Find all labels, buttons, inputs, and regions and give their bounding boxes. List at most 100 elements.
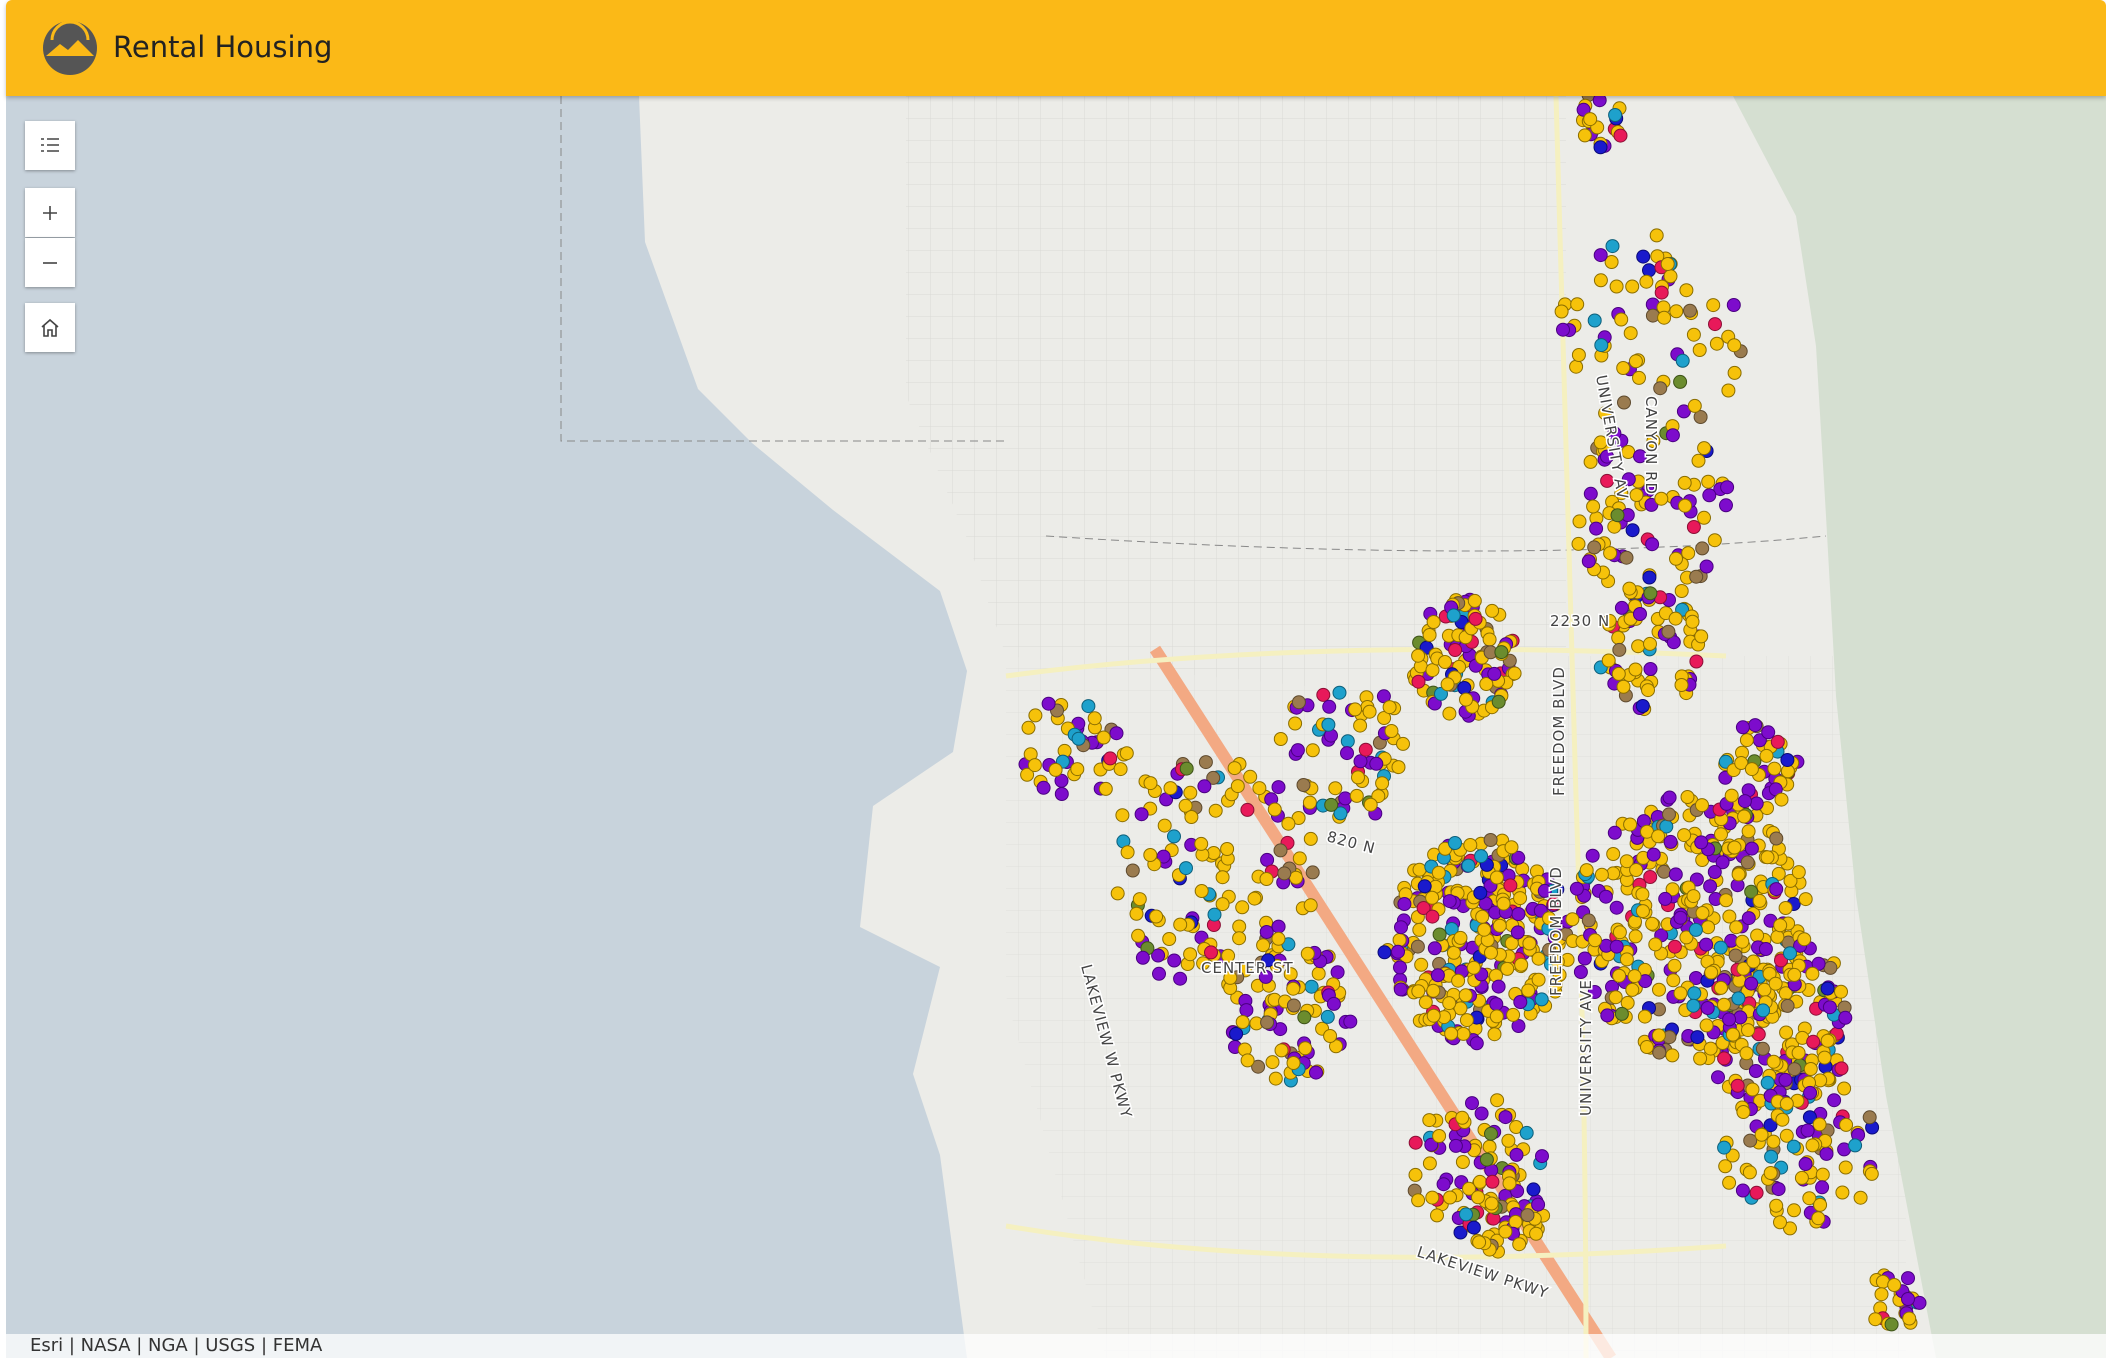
rental-point[interactable] — [1611, 630, 1626, 645]
rental-point[interactable] — [1323, 1029, 1338, 1043]
rental-point[interactable] — [1048, 762, 1063, 777]
rental-point[interactable] — [1511, 907, 1526, 921]
rental-point[interactable] — [1760, 850, 1775, 865]
rental-point[interactable] — [1377, 945, 1392, 960]
rental-point[interactable] — [1430, 1208, 1444, 1223]
rental-point[interactable] — [1251, 1059, 1266, 1074]
rental-point[interactable] — [1179, 761, 1194, 776]
rental-point[interactable] — [1621, 472, 1636, 487]
rental-point[interactable] — [1729, 920, 1744, 935]
rental-point[interactable] — [1167, 829, 1181, 844]
rental-point[interactable] — [1746, 954, 1761, 969]
rental-point[interactable] — [1614, 486, 1629, 501]
rental-point[interactable] — [1098, 781, 1113, 796]
rental-point[interactable] — [1643, 636, 1657, 651]
rental-point[interactable] — [1498, 1224, 1513, 1239]
rental-point[interactable] — [1448, 643, 1463, 657]
rental-point[interactable] — [1769, 882, 1784, 897]
rental-point[interactable] — [1438, 655, 1452, 669]
rental-point[interactable] — [1427, 941, 1442, 956]
rental-point[interactable] — [1442, 706, 1457, 721]
rental-point[interactable] — [1673, 910, 1688, 925]
rental-point[interactable] — [1501, 1133, 1516, 1148]
rental-point[interactable] — [1332, 685, 1347, 700]
rental-point[interactable] — [1653, 381, 1668, 396]
rental-point[interactable] — [1474, 849, 1489, 864]
rental-point[interactable] — [1444, 1026, 1459, 1041]
rental-point[interactable] — [1223, 970, 1238, 985]
rental-point[interactable] — [1652, 982, 1666, 997]
rental-point[interactable] — [1783, 1221, 1797, 1236]
rental-point[interactable] — [1629, 488, 1644, 502]
rental-point[interactable] — [1183, 785, 1198, 800]
rental-point[interactable] — [1695, 906, 1710, 920]
rental-point[interactable] — [1436, 1177, 1451, 1192]
rental-point[interactable] — [1717, 1140, 1732, 1155]
rental-point[interactable] — [1609, 939, 1624, 954]
rental-point[interactable] — [1455, 1110, 1470, 1125]
rental-point[interactable] — [1512, 1237, 1527, 1252]
rental-point[interactable] — [1411, 674, 1426, 689]
rental-point[interactable] — [1687, 986, 1702, 1001]
rental-point[interactable] — [1206, 770, 1221, 785]
rental-point[interactable] — [1862, 1110, 1877, 1125]
rental-point[interactable] — [1820, 981, 1835, 996]
rental-point[interactable] — [1431, 865, 1446, 880]
rental-point[interactable] — [1635, 699, 1650, 713]
rental-point[interactable] — [1694, 835, 1709, 850]
rental-point[interactable] — [1719, 498, 1733, 513]
rental-point[interactable] — [1377, 711, 1392, 725]
rental-point[interactable] — [1479, 1152, 1494, 1167]
rental-point[interactable] — [1577, 128, 1592, 143]
rental-point[interactable] — [1422, 1113, 1437, 1128]
rental-point[interactable] — [1651, 1028, 1666, 1043]
rental-point[interactable] — [1667, 958, 1682, 973]
rental-point[interactable] — [1585, 848, 1600, 863]
rental-point[interactable] — [1473, 885, 1488, 900]
rental-point[interactable] — [1113, 762, 1128, 777]
rental-point[interactable] — [1779, 1128, 1794, 1143]
rental-point[interactable] — [1459, 692, 1473, 707]
rental-point[interactable] — [1744, 841, 1759, 856]
rental-point[interactable] — [1394, 920, 1408, 935]
rental-point[interactable] — [1472, 1235, 1487, 1250]
rental-point[interactable] — [1709, 336, 1724, 351]
rental-point[interactable] — [1442, 996, 1457, 1011]
rental-point[interactable] — [1901, 1271, 1915, 1286]
rental-point[interactable] — [1610, 508, 1625, 523]
rental-point[interactable] — [1771, 866, 1786, 881]
rental-point[interactable] — [1625, 279, 1640, 294]
rental-point[interactable] — [1152, 966, 1166, 981]
rental-point[interactable] — [1239, 1003, 1254, 1018]
rental-point[interactable] — [1326, 996, 1341, 1011]
rental-point[interactable] — [1489, 870, 1504, 885]
rental-point[interactable] — [1572, 514, 1587, 529]
rental-point[interactable] — [1204, 945, 1218, 960]
rental-point[interactable] — [1274, 1043, 1289, 1058]
rental-point[interactable] — [1815, 1167, 1830, 1182]
rental-point[interactable] — [1583, 454, 1598, 469]
rental-point[interactable] — [1834, 984, 1848, 999]
rental-point[interactable] — [1583, 486, 1598, 501]
rental-point[interactable] — [1646, 434, 1661, 449]
rental-point[interactable] — [1256, 938, 1271, 953]
rental-point[interactable] — [1740, 855, 1755, 870]
rental-point[interactable] — [1466, 960, 1481, 975]
rental-point[interactable] — [1660, 257, 1675, 271]
rental-point[interactable] — [1363, 797, 1378, 812]
rental-point[interactable] — [1648, 937, 1663, 952]
rental-point[interactable] — [1291, 695, 1306, 710]
rental-point[interactable] — [1054, 787, 1069, 801]
rental-point[interactable] — [1642, 570, 1657, 585]
rental-point[interactable] — [1343, 1014, 1358, 1029]
rental-point[interactable] — [1686, 327, 1701, 342]
rental-point[interactable] — [1471, 1190, 1485, 1205]
rental-point[interactable] — [1230, 779, 1245, 794]
rental-point[interactable] — [1418, 995, 1433, 1010]
rental-point[interactable] — [1771, 1182, 1786, 1197]
rental-point[interactable] — [1614, 600, 1629, 615]
rental-point[interactable] — [1613, 128, 1628, 143]
rental-point[interactable] — [1778, 901, 1793, 915]
rental-point[interactable] — [1736, 1105, 1751, 1119]
rental-point[interactable] — [1689, 654, 1704, 669]
